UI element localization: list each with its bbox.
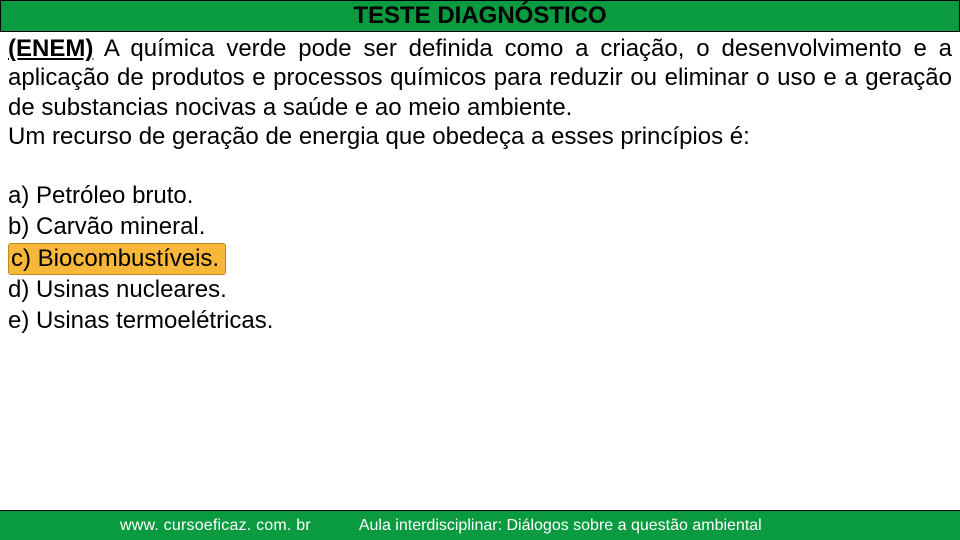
question-source-tag: (ENEM): [8, 35, 93, 62]
option-c: c) Biocombustíveis.: [8, 243, 226, 276]
option-text: Usinas nucleares.: [36, 276, 227, 303]
option-letter: b): [8, 213, 29, 240]
header-bar: TESTE DIAGNÓSTICO: [0, 0, 960, 32]
question-body: A química verde pode ser definida como a…: [8, 35, 952, 121]
option-text: Carvão mineral.: [36, 213, 205, 240]
option-text: Biocombustíveis.: [38, 245, 219, 272]
footer-caption: Aula interdisciplinar: Diálogos sobre a …: [359, 517, 762, 535]
option-letter: d): [8, 276, 29, 303]
header-title: TESTE DIAGNÓSTICO: [353, 2, 606, 30]
question-paragraph: (ENEM) A química verde pode ser definida…: [8, 34, 952, 151]
option-e: e) Usinas termoelétricas.: [8, 306, 952, 337]
options-list: a) Petróleo bruto. b) Carvão mineral. c)…: [8, 181, 952, 337]
option-letter: c): [11, 245, 31, 272]
option-text: Usinas termoelétricas.: [36, 307, 273, 334]
option-b: b) Carvão mineral.: [8, 212, 952, 243]
option-letter: e): [8, 307, 29, 334]
option-a: a) Petróleo bruto.: [8, 181, 952, 212]
option-letter: a): [8, 182, 29, 209]
option-d: d) Usinas nucleares.: [8, 275, 952, 306]
question-prompt: Um recurso de geração de energia que obe…: [8, 123, 750, 150]
content-area: (ENEM) A química verde pode ser definida…: [0, 32, 960, 337]
option-text: Petróleo bruto.: [36, 182, 193, 209]
footer-url: www. cursoeficaz. com. br: [120, 517, 311, 535]
footer-bar: www. cursoeficaz. com. br Aula interdisc…: [0, 510, 960, 540]
